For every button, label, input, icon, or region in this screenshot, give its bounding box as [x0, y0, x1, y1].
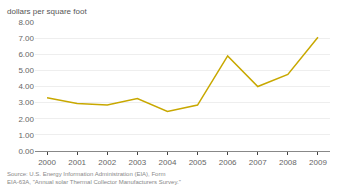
svg-text:2.00: 2.00	[18, 115, 34, 124]
svg-text:8.00: 8.00	[18, 18, 34, 27]
svg-text:2001: 2001	[68, 158, 86, 167]
svg-text:2008: 2008	[279, 158, 297, 167]
svg-text:6.00: 6.00	[18, 50, 34, 59]
svg-text:2007: 2007	[249, 158, 267, 167]
svg-text:2006: 2006	[219, 158, 237, 167]
svg-text:2003: 2003	[128, 158, 146, 167]
svg-text:1.00: 1.00	[18, 131, 34, 140]
svg-text:2002: 2002	[98, 158, 116, 167]
svg-text:5.00: 5.00	[18, 66, 34, 75]
svg-text:4.00: 4.00	[18, 82, 34, 91]
svg-text:2009: 2009	[309, 158, 327, 167]
svg-text:2005: 2005	[189, 158, 207, 167]
svg-text:0.00: 0.00	[18, 147, 34, 156]
svg-text:7.00: 7.00	[18, 34, 34, 43]
svg-text:3.00: 3.00	[18, 98, 34, 107]
svg-text:2000: 2000	[38, 158, 56, 167]
svg-text:Source: U.S. Energy Informatio: Source: U.S. Energy Information Administ…	[7, 171, 181, 185]
svg-text:dollars per square foot: dollars per square foot	[7, 7, 87, 16]
svg-text:2004: 2004	[159, 158, 177, 167]
